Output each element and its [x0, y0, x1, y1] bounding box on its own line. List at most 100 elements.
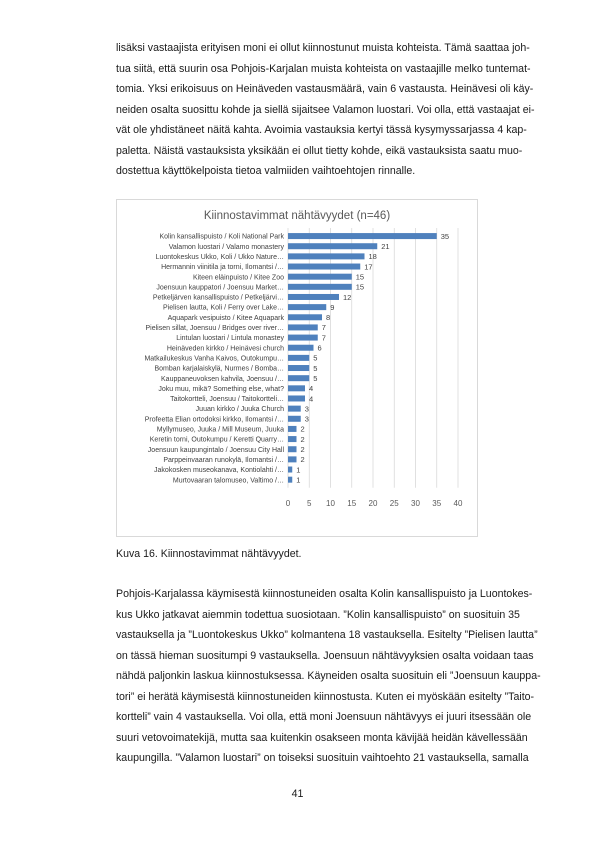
text-line: kortteli” vain 4 vastauksella. Voi olla,…: [116, 711, 532, 723]
text-line: tori” ei herätä käymisestä kiinnostuneid…: [116, 690, 535, 703]
category-label: Parppeinvaaran runokylä, Ilomantsi /…: [163, 457, 284, 464]
bar: [288, 385, 305, 392]
bar: [288, 344, 314, 351]
bar: [288, 293, 339, 300]
text-line: kus Ukko jatkavat aiemmin todettua suosi…: [116, 608, 520, 621]
value-label: 8: [326, 313, 330, 322]
text-line: vastauksella ja ”Luontokeskus Ukko” kolm…: [116, 629, 538, 641]
bar: [288, 283, 352, 290]
bar: [288, 375, 310, 382]
category-label: Hermannin viinitila ja torni, Ilomantsi …: [161, 264, 284, 271]
text-line: suuri vetovoimatekijä, mutta saa kuitenk…: [116, 731, 528, 744]
figure-caption: Kuva 16. Kiinnostavimmat nähtävyydet.: [116, 548, 302, 560]
bar: [288, 304, 327, 311]
category-label: Valamon luostari / Valamo monastery: [169, 244, 285, 251]
value-label: 5: [313, 374, 317, 383]
bar: [288, 263, 361, 270]
body-paragraph-1: lisäksi vastaajista erityisen moni ei ol…: [116, 38, 543, 182]
value-label: 5: [313, 354, 317, 363]
value-label: 2: [301, 435, 305, 444]
x-tick-label: 5: [307, 499, 312, 508]
bar: [288, 354, 310, 361]
x-tick-label: 30: [411, 499, 420, 508]
value-label: 2: [301, 455, 305, 464]
text-line: paletta. Näistä vastauksista yksikään ei…: [116, 144, 523, 157]
text-line: lisäksi vastaajista erityisen moni ei ol…: [116, 42, 530, 54]
value-label: 15: [356, 283, 364, 292]
x-tick-label: 35: [432, 499, 441, 508]
bar: [288, 415, 301, 422]
x-tick-label: 0: [286, 499, 291, 508]
bar: [288, 405, 301, 412]
value-label: 18: [369, 252, 377, 261]
category-label: Kauppaneuvoksen kahvila, Joensuu /…: [161, 376, 284, 383]
category-label: Pielisen lautta, Koli / Ferry over Lake…: [163, 305, 284, 312]
text-line: nähdä paljonkin laskua kiinnostuksessa. …: [116, 670, 541, 682]
gridlines: [287, 228, 459, 488]
category-label: Juuan kirkko / Juuka Church: [196, 406, 284, 413]
body-paragraph-2: Pohjois-Karjalassa käymisestä kiinnostun…: [116, 584, 543, 769]
category-label: Aquapark vesipuisto / Kitee Aquapark: [168, 315, 285, 322]
value-label: 21: [381, 242, 389, 251]
category-label: Pielisen sillat, Joensuu / Bridges over …: [145, 325, 284, 332]
category-label: Bomban karjalaiskylä, Nurmes / Bomba…: [154, 366, 284, 373]
value-label: 9: [330, 303, 334, 312]
bar: [288, 456, 297, 463]
value-label: 5: [313, 364, 317, 373]
value-label: 1: [296, 465, 300, 474]
bar: [288, 314, 322, 321]
value-label: 4: [309, 394, 313, 403]
x-tick-label: 40: [454, 499, 463, 508]
chart-title: Kiinnostavimmat nähtävyydet (n=46): [204, 210, 391, 222]
category-label: Joensuun kauppatori / Joensuu Market…: [156, 284, 284, 291]
bar: [288, 425, 297, 432]
bar-chart: Kiinnostavimmat nähtävyydet (n=46) Kolin…: [144, 210, 463, 508]
category-label: Joku muu, mikä? Something else, what?: [158, 386, 284, 393]
page-number: 41: [291, 788, 304, 800]
value-label: 17: [364, 262, 372, 271]
text-line: tua siitä, että suurin osa Pohjois-Karja…: [116, 62, 531, 75]
value-label: 35: [441, 232, 449, 241]
category-label: Jakokosken museokanava, Kontiolahti /…: [154, 467, 284, 474]
category-label: Matkailukeskus Vanha Kaivos, Outokumpu…: [144, 355, 284, 362]
bars: [288, 233, 437, 483]
category-label: Heinäveden kirkko / Heinävesi church: [167, 345, 284, 352]
text-line: Pohjois-Karjalassa käymisestä kiinnostun…: [116, 588, 533, 600]
category-label: Keretin torni, Outokumpu / Keretti Quarr…: [150, 437, 284, 444]
category-label: Joensuun kaupungintalo / Joensuu City Ha…: [148, 447, 285, 454]
category-label: Kolin kansallispuisto / Koli National Pa…: [159, 234, 284, 241]
chart-figure: Kiinnostavimmat nähtävyydet (n=46) Kolin…: [116, 199, 478, 537]
value-label: 2: [301, 445, 305, 454]
bar: [288, 273, 352, 280]
bar: [288, 365, 310, 372]
text-line: kaupungilla. ”Valamon luostari” on toise…: [116, 752, 529, 764]
value-label: 1: [296, 475, 300, 484]
category-label: Lintulan luostari / Lintula monastey: [176, 335, 284, 342]
value-label: 4: [309, 384, 313, 393]
bar: [288, 243, 378, 250]
category-label: Kiteen eläinpuisto / Kitee Zoo: [193, 274, 284, 281]
x-tick-labels: 0 5 10 15 20 25 30 35 40: [286, 499, 463, 508]
x-tick-label: 10: [326, 499, 335, 508]
text-line: on tässä hieman suositumpi 9 vastauksell…: [116, 649, 534, 662]
value-label: 12: [343, 293, 351, 302]
bar: [288, 466, 293, 473]
category-label: Murtovaaran talomuseo, Valtimo /…: [173, 477, 284, 484]
value-label: 3: [305, 415, 309, 424]
text-line: tomia. Yksi erikoisuus on Heinäveden vas…: [116, 83, 534, 95]
category-label: Luontokeskus Ukko, Koli / Ukko Nature…: [156, 254, 284, 261]
category-labels: Kolin kansallispuisto / Koli National Pa…: [144, 234, 284, 485]
bar: [288, 324, 318, 331]
x-tick-label: 25: [390, 499, 399, 508]
category-label: Petkeljärven kansallispuisto / Petkeljär…: [153, 295, 284, 302]
value-label: 7: [322, 323, 326, 332]
x-tick-label: 15: [347, 499, 356, 508]
value-label: 7: [322, 333, 326, 342]
text-line: vät ole yhdistäneet näitä kahta. Avoimia…: [116, 124, 527, 136]
bar: [288, 446, 297, 453]
value-label: 6: [318, 344, 322, 353]
category-label: Profeetta Elian ortodoksi kirkko, Iloman…: [145, 416, 284, 423]
value-label: 3: [305, 404, 309, 413]
text-line: dostettua käyttökelpoista tietoa valmiid…: [116, 165, 416, 177]
